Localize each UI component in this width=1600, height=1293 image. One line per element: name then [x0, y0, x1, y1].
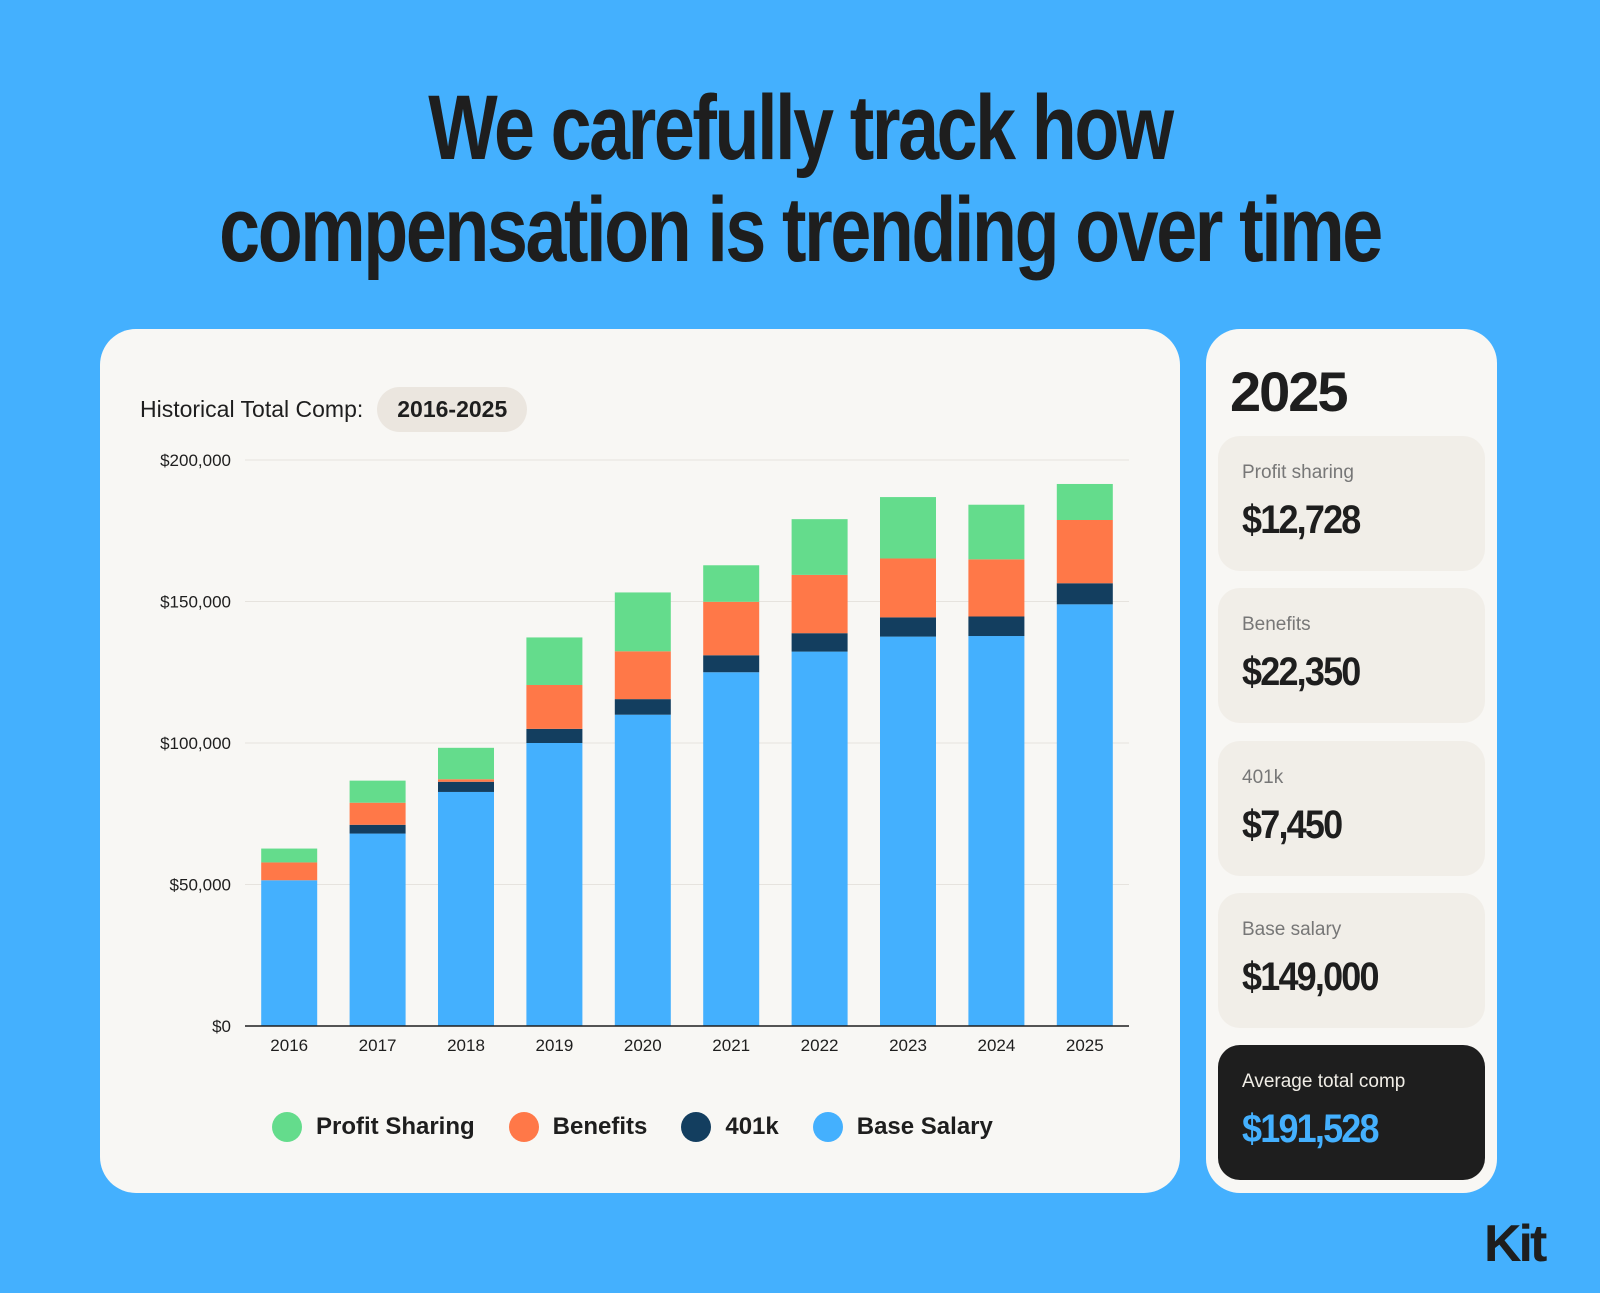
- summary-year: 2025: [1230, 360, 1349, 423]
- legend-label: Profit Sharing: [316, 1113, 475, 1140]
- y-tick-label: $150,000: [160, 593, 231, 612]
- profit-sharing-card: Profit sharing $12,728: [1218, 436, 1485, 571]
- card-value: $7,450: [1242, 803, 1343, 847]
- y-tick-label: $50,000: [170, 876, 231, 895]
- bar-segment-401k: [703, 655, 760, 673]
- x-tick-label: 2024: [977, 1036, 1015, 1055]
- x-tick-label: 2021: [712, 1036, 750, 1055]
- bar-segment-benefits: [526, 684, 583, 729]
- card-value: $22,350: [1242, 650, 1361, 694]
- summary-panel: 2025 Profit sharing $12,728 Benefits $22,3…: [1206, 329, 1497, 1193]
- bar-segment-profit-sharing: [438, 747, 494, 780]
- bar-segment-401k: [438, 781, 494, 792]
- x-tick-label: 2017: [359, 1036, 397, 1055]
- bar-segment-401k: [1056, 583, 1113, 605]
- bar-segment-base-salary: [614, 714, 671, 1026]
- card-label: Base salary: [1242, 919, 1342, 940]
- bar-segment-base-salary: [880, 636, 936, 1026]
- x-tick-label: 2016: [270, 1036, 308, 1055]
- total-comp-card: Average total comp $191,528: [1218, 1045, 1485, 1180]
- bar-segment-401k: [614, 699, 671, 715]
- stacked-bar-chart: $0 $50,000 $100,000 $150,000 $200,000 2016 201…: [160, 451, 1129, 1055]
- legend-label: 401k: [725, 1113, 779, 1140]
- x-tick-label: 2022: [801, 1036, 839, 1055]
- card-label: Profit sharing: [1242, 462, 1354, 483]
- legend-swatch-icon: [681, 1112, 712, 1142]
- date-range-pill[interactable]: 2016-2025: [377, 387, 528, 432]
- base-salary-card: Base salary $149,000: [1218, 893, 1485, 1028]
- bar-segment-base-salary: [438, 791, 494, 1026]
- legend: Profit Sharing Benefits 401k Base Salary: [272, 1112, 993, 1142]
- bar-segment-base-salary: [349, 833, 406, 1026]
- x-tick-label: 2018: [447, 1036, 485, 1055]
- bar-segment-benefits: [791, 574, 848, 634]
- 401k-card: 401k $7,450: [1218, 741, 1485, 876]
- benefits-card: Benefits $22,350: [1218, 588, 1485, 723]
- card-value: $191,528: [1242, 1107, 1380, 1151]
- card-value: $149,000: [1242, 955, 1380, 999]
- bar-segment-profit-sharing: [526, 637, 583, 685]
- headline-line-1: We carefully track how: [428, 77, 1174, 179]
- legend-swatch-icon: [812, 1112, 843, 1142]
- bar-segment-profit-sharing: [880, 497, 936, 559]
- bar-segment-benefits: [703, 601, 760, 656]
- chart-header-label: Historical Total Comp:: [140, 396, 364, 422]
- legend-swatch-icon: [272, 1112, 302, 1142]
- headline-line-2: compensation is trending over time: [219, 179, 1383, 281]
- bar-segment-benefits: [261, 862, 318, 881]
- legend-swatch-icon: [508, 1112, 539, 1142]
- legend-item: Profit Sharing: [272, 1112, 475, 1142]
- bar-segment-401k: [968, 616, 1025, 637]
- bar-segment-base-salary: [526, 743, 583, 1026]
- legend-item: Benefits: [508, 1112, 648, 1142]
- legend-item: 401k: [681, 1112, 779, 1142]
- y-tick-label: $200,000: [160, 451, 231, 470]
- chart-header: Historical Total Comp: 2016-2025: [140, 387, 528, 432]
- bar-segment-base-salary: [1056, 604, 1113, 1026]
- x-tick-label: 2020: [624, 1036, 662, 1055]
- bar-segment-401k: [526, 728, 583, 743]
- card-value: $12,728: [1242, 498, 1361, 542]
- bar-segment-benefits: [614, 651, 671, 700]
- legend-item: Base Salary: [812, 1112, 993, 1142]
- bar-segment-profit-sharing: [349, 780, 406, 803]
- card-label: Benefits: [1242, 614, 1311, 635]
- x-tick-label: 2023: [889, 1036, 927, 1055]
- bar-segment-base-salary: [791, 651, 848, 1026]
- x-tick-label: 2025: [1066, 1036, 1104, 1055]
- bar-segment-base-salary: [968, 636, 1025, 1026]
- bar-segment-base-salary: [703, 672, 760, 1026]
- card-label: 401k: [1242, 767, 1284, 788]
- bar-segment-profit-sharing: [791, 519, 848, 575]
- bar-segment-profit-sharing: [703, 565, 760, 602]
- bar-segment-benefits: [1056, 519, 1113, 584]
- bar-segment-profit-sharing: [968, 504, 1025, 560]
- bar-segment-benefits: [438, 779, 494, 782]
- bar-segment-base-salary: [261, 880, 318, 1026]
- legend-label: Base Salary: [856, 1113, 993, 1140]
- legend-label: Benefits: [552, 1113, 648, 1140]
- x-tick-label: 2019: [535, 1036, 573, 1055]
- bar-segment-profit-sharing: [1056, 483, 1113, 520]
- bar-segment-profit-sharing: [614, 592, 671, 652]
- bar-segment-401k: [349, 824, 406, 834]
- bar-segment-benefits: [349, 802, 406, 825]
- bar-segment-profit-sharing: [261, 848, 318, 863]
- card-label: Average total comp: [1242, 1071, 1406, 1092]
- y-tick-label: $0: [212, 1017, 231, 1036]
- kit-logo: Kit: [1484, 1215, 1547, 1273]
- bar-segment-401k: [791, 633, 848, 652]
- y-tick-label: $100,000: [160, 734, 231, 753]
- chart-card: Historical Total Comp: 2016-2025 $0 $50,0…: [100, 329, 1180, 1193]
- bar-segment-benefits: [968, 559, 1025, 617]
- bar-segment-401k: [880, 617, 936, 637]
- bar-segment-benefits: [880, 558, 936, 618]
